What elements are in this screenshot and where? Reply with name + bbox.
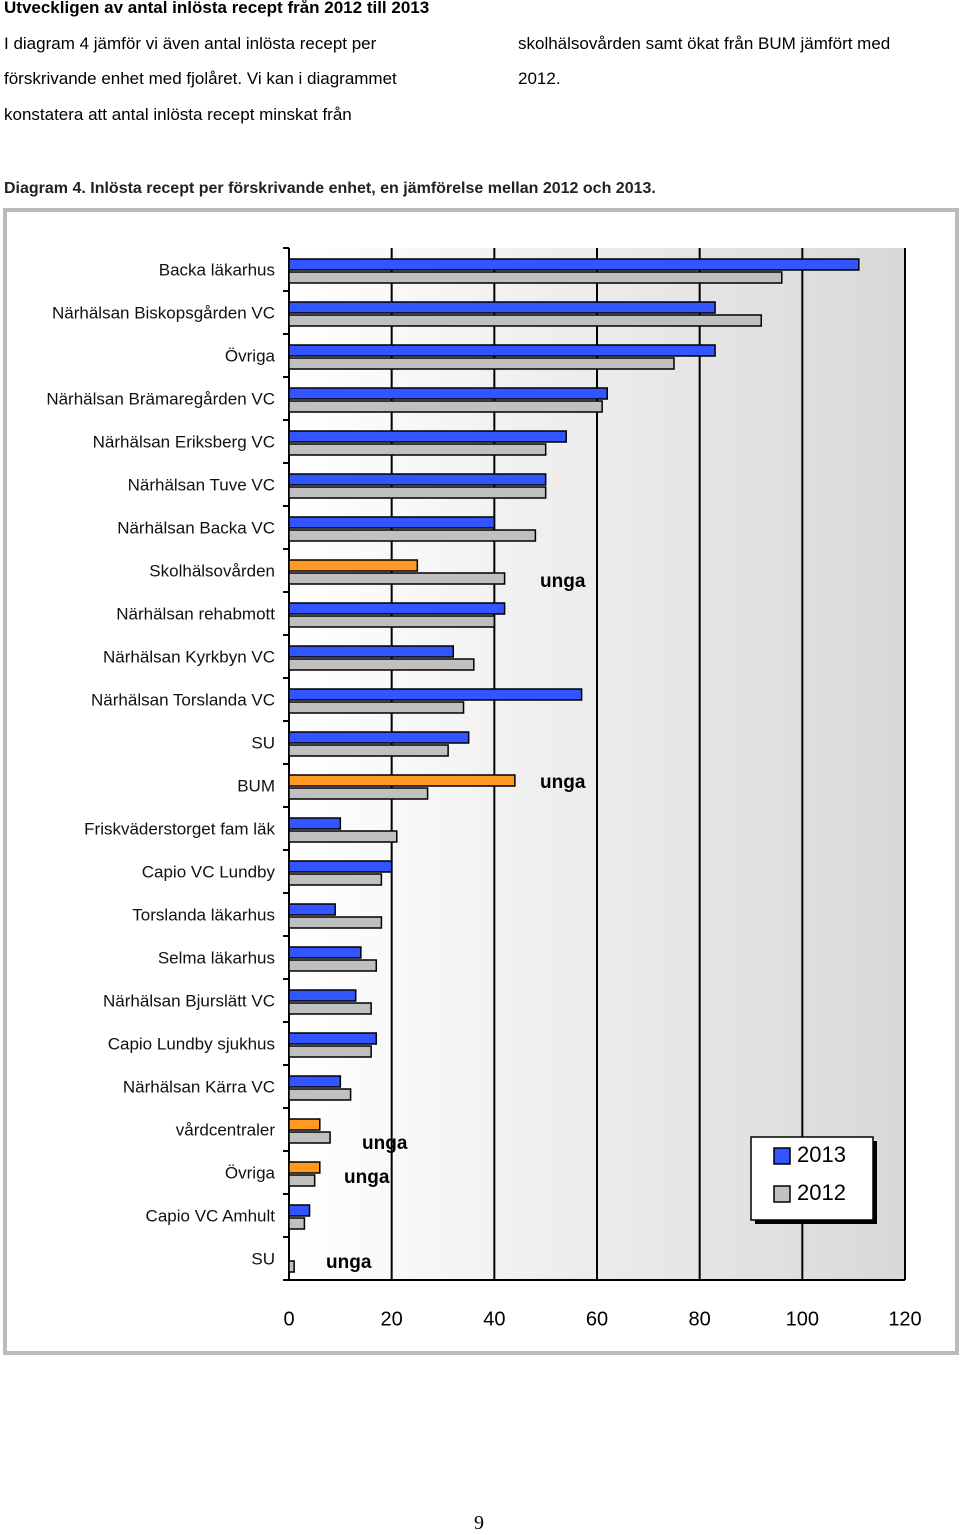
x-tick-label: 20 <box>381 1308 403 1330</box>
bar <box>288 602 506 615</box>
bar <box>288 916 383 929</box>
bar <box>288 314 763 327</box>
bar <box>288 387 609 400</box>
annotation: unga <box>362 1133 408 1154</box>
y-tick-label: Närhälsan Brämaregården VC <box>46 389 275 408</box>
bar <box>288 443 547 456</box>
y-tick-label: Capio VC Amhult <box>146 1206 276 1225</box>
y-tick-label: Skolhälsovården <box>149 561 275 580</box>
y-tick-label: Närhälsan Bjurslätt VC <box>103 991 275 1010</box>
y-tick-label: Närhälsan Tuve VC <box>128 475 275 494</box>
y-tick-label: vårdcentraler <box>176 1120 276 1139</box>
y-tick-label: Backa läkarhus <box>159 260 275 279</box>
bar <box>288 774 516 787</box>
bar <box>288 1217 306 1230</box>
bar <box>288 817 342 830</box>
x-tick-label: 120 <box>888 1308 921 1330</box>
legend-label: 2012 <box>797 1180 846 1205</box>
legend-label: 2013 <box>797 1142 846 1167</box>
y-tick-label: Närhälsan rehabmott <box>116 604 275 623</box>
legend-swatch <box>773 1147 791 1165</box>
heading: Utveckligen av antal inlösta recept från… <box>4 0 430 17</box>
bar <box>288 701 465 714</box>
y-tick-label: Selma läkarhus <box>158 948 275 967</box>
paragraph-line: skolhälsovården samt ökat från BUM jämfö… <box>518 34 891 53</box>
bar <box>288 1118 321 1131</box>
legend-swatch <box>773 1185 791 1203</box>
bar <box>288 301 716 314</box>
bar <box>288 344 716 357</box>
y-tick-label: Närhälsan Kärra VC <box>123 1077 275 1096</box>
bar <box>288 688 583 701</box>
bar <box>288 1088 352 1101</box>
y-tick-label: Övriga <box>225 346 276 365</box>
y-tick-label: Capio VC Lundby <box>142 862 276 881</box>
bar <box>288 744 449 757</box>
bar <box>288 486 547 499</box>
y-tick-label: Capio Lundby sjukhus <box>108 1034 275 1053</box>
bar <box>288 271 783 284</box>
bar <box>288 1131 331 1144</box>
x-tick-label: 80 <box>689 1308 711 1330</box>
bar <box>288 645 455 658</box>
caption: Diagram 4. Inlösta recept per förskrivan… <box>4 180 656 197</box>
bar <box>288 959 378 972</box>
bar <box>288 873 383 886</box>
chart: 0 20 40 60 80 100 120 Backa läkarhus Närhälsan B… <box>3 208 959 1355</box>
y-tick-label: SU <box>251 1249 275 1268</box>
paragraph-line: konstatera att antal inlösta recept mins… <box>4 105 352 124</box>
y-tick-label: Friskväderstorget fam läk <box>84 819 275 838</box>
y-tick-label: Närhälsan Kyrkbyn VC <box>103 647 275 666</box>
x-tick-label: 0 <box>283 1308 294 1330</box>
y-tick-label: SU <box>251 733 275 752</box>
annotation: unga <box>326 1252 372 1273</box>
bar <box>288 529 537 542</box>
bar <box>288 572 506 585</box>
bar <box>288 516 496 529</box>
y-tick-label: Närhälsan Torslanda VC <box>91 690 275 709</box>
y-tick-label: Närhälsan Biskopsgården VC <box>52 303 275 322</box>
bar <box>288 473 547 486</box>
bar <box>288 1045 372 1058</box>
bar <box>288 559 419 572</box>
x-tick-label: 40 <box>483 1308 505 1330</box>
bar <box>288 946 362 959</box>
paragraph-line: förskrivande enhet med fjolåret. Vi kan … <box>4 69 397 88</box>
bar <box>288 860 393 873</box>
bar <box>288 357 675 370</box>
bar <box>288 830 398 843</box>
bar <box>288 1002 372 1015</box>
bar <box>288 658 475 671</box>
y-tick-label: Torslanda läkarhus <box>132 905 275 924</box>
bar <box>288 615 496 628</box>
paragraph-line: I diagram 4 jämför vi även antal inlösta… <box>4 34 377 53</box>
bar <box>288 1075 342 1088</box>
y-tick-label: Närhälsan Backa VC <box>117 518 275 537</box>
bar <box>288 400 603 413</box>
bar <box>288 1161 321 1174</box>
bar <box>288 731 470 744</box>
legend <box>750 1136 874 1221</box>
bar <box>288 1174 316 1187</box>
bar <box>288 787 429 800</box>
annotation: unga <box>540 571 586 592</box>
bar <box>288 989 357 1002</box>
bar <box>288 1260 295 1273</box>
paragraph-line: 2012. <box>518 69 561 88</box>
y-tick-label: BUM <box>237 776 275 795</box>
annotation: unga <box>344 1167 390 1188</box>
y-tick-label: Närhälsan Eriksberg VC <box>93 432 275 451</box>
page-number: 9 <box>474 1512 484 1534</box>
bar <box>288 430 567 443</box>
bar <box>288 903 336 916</box>
bar <box>288 1204 311 1217</box>
y-tick-label: Övriga <box>225 1163 276 1182</box>
bar <box>288 258 860 271</box>
x-tick-label: 100 <box>786 1308 819 1330</box>
x-tick-label: 60 <box>586 1308 608 1330</box>
annotation: unga <box>540 772 586 793</box>
bar <box>288 1032 378 1045</box>
